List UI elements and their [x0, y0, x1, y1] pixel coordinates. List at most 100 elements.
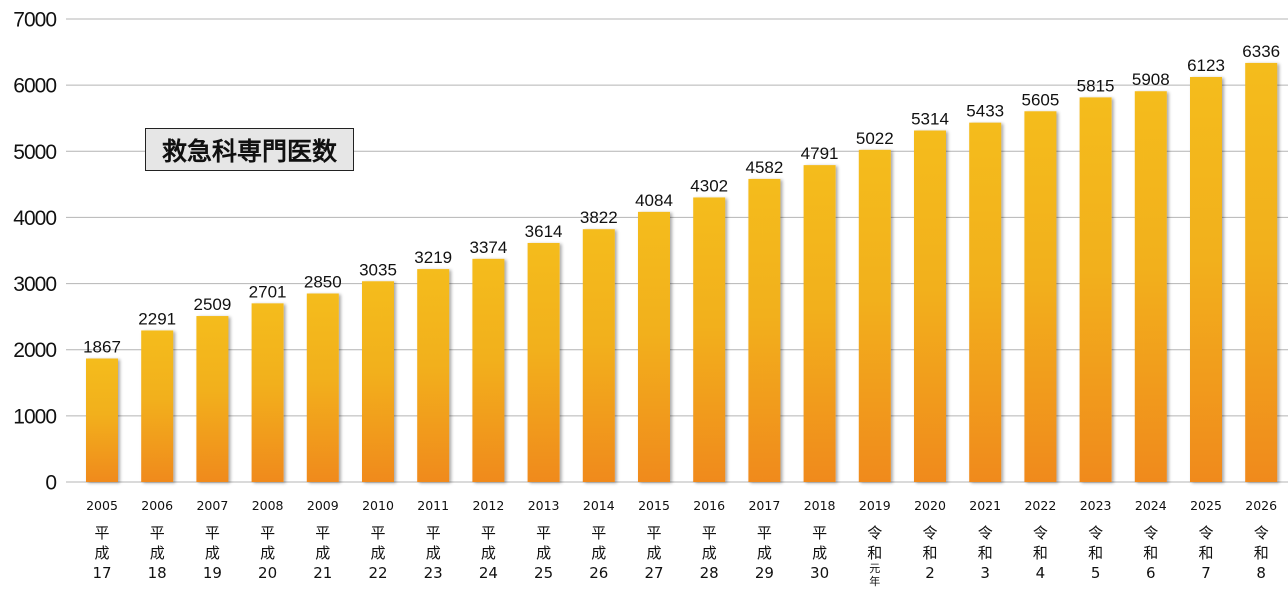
- data-label: 3374: [469, 238, 507, 257]
- x-tick-year: 2025: [1190, 498, 1222, 513]
- x-tick-era: 23: [424, 564, 443, 582]
- x-tick-era: 和: [978, 544, 993, 562]
- data-label: 5605: [1021, 90, 1059, 109]
- x-tick-era: 18: [148, 564, 167, 582]
- x-tick-era: 平: [536, 524, 551, 542]
- data-label: 2850: [304, 272, 342, 291]
- x-tick-era: 平: [426, 524, 441, 542]
- x-tick-era: 成: [536, 544, 551, 562]
- bar: [527, 242, 560, 482]
- x-tick-era: 平: [94, 524, 109, 542]
- x-tick-era: 成: [370, 544, 385, 562]
- x-tick-era: 26: [589, 564, 608, 582]
- chart-title-box: 救急科専門医数: [145, 128, 354, 171]
- data-label: 2291: [138, 309, 176, 328]
- x-tick-year: 2018: [804, 498, 836, 513]
- data-label: 2701: [249, 282, 287, 301]
- x-tick-era: 30: [810, 564, 829, 582]
- x-tick-era: 成: [812, 544, 827, 562]
- x-tick-era: 平: [205, 524, 220, 542]
- x-tick-era: 成: [260, 544, 275, 562]
- x-tick-era: 和: [1088, 544, 1103, 562]
- x-tick-era: 平: [315, 524, 330, 542]
- data-label: 2509: [193, 295, 231, 314]
- x-tick-year: 2015: [638, 498, 670, 513]
- x-tick-era: 成: [646, 544, 661, 562]
- x-tick-era: 20: [258, 564, 277, 582]
- x-tick-year: 2011: [417, 498, 449, 513]
- y-tick-label: 2000: [13, 339, 56, 362]
- data-label: 4582: [745, 158, 783, 177]
- bar: [196, 316, 229, 482]
- x-tick-era: 平: [757, 524, 772, 542]
- x-tick-era: 平: [646, 524, 661, 542]
- x-tick-era: 3: [980, 564, 990, 582]
- x-tick-era: 6: [1146, 564, 1156, 582]
- x-tick-era: 成: [94, 544, 109, 562]
- bar: [1134, 91, 1167, 482]
- x-tick-era: 平: [370, 524, 385, 542]
- x-tick-era: 和: [1254, 544, 1269, 562]
- x-tick-era: 成: [150, 544, 165, 562]
- data-labels: 1867 2291 2509 2701 2850 3035 3219 3374 3614 3822…: [83, 42, 1280, 357]
- bar: [1079, 97, 1112, 483]
- x-tick-year: 2021: [969, 498, 1001, 513]
- x-tick-year: 2008: [252, 498, 284, 513]
- x-tick-era: 平: [150, 524, 165, 542]
- x-tick-era: 成: [702, 544, 717, 562]
- bar: [417, 269, 450, 482]
- x-tick-era: 令: [1088, 524, 1103, 542]
- x-tick-year: 2020: [914, 498, 946, 513]
- x-tick-year: 2017: [748, 498, 780, 513]
- data-label: 1867: [83, 338, 121, 357]
- x-tick-era: 令: [922, 524, 937, 542]
- data-label: 4084: [635, 191, 673, 210]
- x-tick-era: 年: [869, 574, 880, 588]
- data-label: 4302: [690, 176, 728, 195]
- x-tick-era: 21: [313, 564, 332, 582]
- x-tick-era: 和: [1198, 544, 1213, 562]
- y-tick-label: 5000: [13, 141, 56, 164]
- x-tick-era: 19: [203, 564, 222, 582]
- x-tick-era: 4: [1036, 564, 1046, 582]
- y-tick-label: 7000: [13, 9, 56, 32]
- x-tick-year: 2014: [583, 498, 615, 513]
- x-tick-year: 2024: [1135, 498, 1167, 513]
- y-axis-ticks: 0 1000 2000 3000 4000 5000 6000 7000: [13, 9, 57, 495]
- y-tick-label: 6000: [13, 75, 56, 98]
- x-tick-era: 平: [260, 524, 275, 542]
- x-tick-era: 成: [426, 544, 441, 562]
- data-label: 3035: [359, 260, 397, 279]
- y-tick-label: 1000: [13, 405, 56, 428]
- x-tick-era: 成: [481, 544, 496, 562]
- data-label: 6123: [1187, 56, 1225, 75]
- bar: [251, 303, 284, 482]
- x-tick-year: 2022: [1024, 498, 1056, 513]
- x-tick-era: 8: [1256, 564, 1266, 582]
- bar: [362, 281, 394, 482]
- chart-title: 救急科専門医数: [161, 136, 337, 166]
- x-tick-era: 和: [1143, 544, 1158, 562]
- x-tick-era: 令: [1254, 524, 1269, 542]
- y-tick-label: 0: [45, 472, 56, 495]
- x-tick-year: 2005: [86, 498, 118, 513]
- x-tick-era: 平: [812, 524, 827, 542]
- x-axis-ticks: 2005 平成 17 2006 平成 18 2007 平成 19 2008 平成 20 2009 平成 21…: [86, 498, 1277, 588]
- x-tick-year: 2026: [1245, 498, 1277, 513]
- x-tick-era: 和: [1033, 544, 1048, 562]
- bar: [472, 258, 505, 482]
- bar: [86, 358, 118, 482]
- x-tick-era: 成: [315, 544, 330, 562]
- x-tick-year: 2023: [1080, 498, 1112, 513]
- x-tick-era: 成: [757, 544, 772, 562]
- x-tick-year: 2010: [362, 498, 394, 513]
- x-tick-era: 元: [869, 562, 880, 575]
- data-label: 3822: [580, 208, 618, 227]
- x-tick-era: 平: [591, 524, 606, 542]
- bar: [306, 293, 339, 482]
- data-label: 4791: [801, 144, 839, 163]
- bar: [141, 330, 174, 482]
- x-tick-era: 5: [1091, 564, 1101, 582]
- x-tick-era: 17: [92, 564, 111, 582]
